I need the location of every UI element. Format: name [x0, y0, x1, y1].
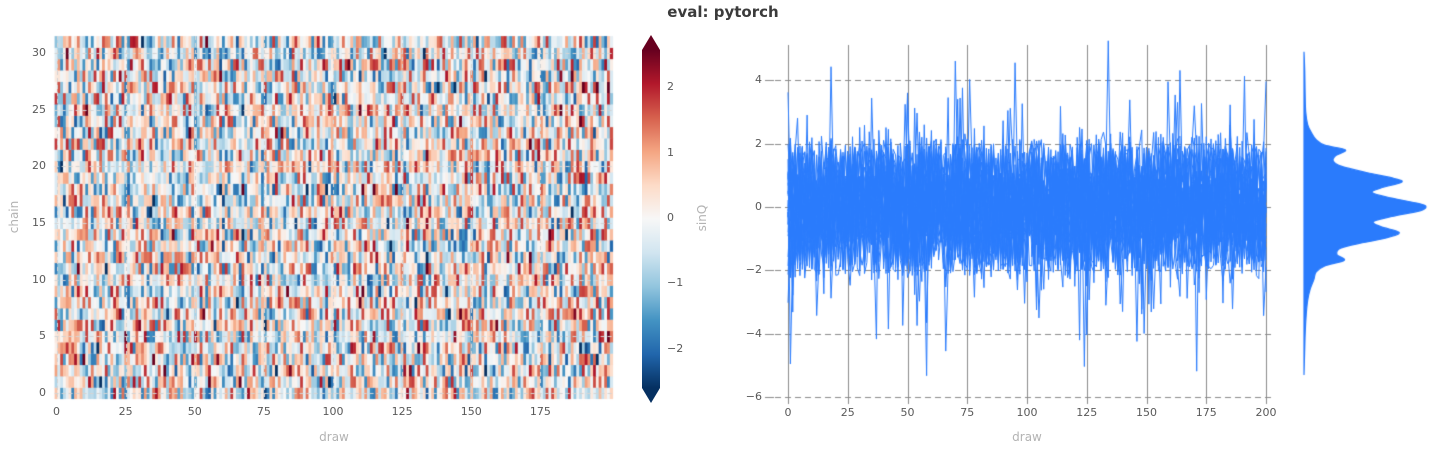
trace-xtick-label: 150 [1136, 406, 1157, 419]
heatmap-ytick-label: 30 [32, 46, 46, 60]
heatmap-ytick-label: 15 [32, 216, 46, 230]
trace-ytick-label: 0 [755, 200, 762, 213]
colorbar-tick-label: 1 [667, 145, 674, 159]
trace-xtick-label: 75 [960, 406, 975, 419]
heatmap-ytick-label: 5 [39, 329, 46, 343]
colorbar-tick-label: 0 [667, 211, 674, 224]
colorbar-tick-label: 2 [667, 80, 674, 94]
heatmap-canvas [50, 30, 622, 410]
trace-xtick-label: 50 [900, 406, 915, 419]
trace-xtick-label: 0 [784, 406, 792, 419]
trace-xtick-label: 125 [1076, 406, 1098, 419]
trace-xtick-label: 175 [1195, 406, 1217, 419]
colorbar-extend-min-arrow [642, 388, 660, 403]
colorbar [642, 35, 660, 403]
heatmap-xtick-label: 25 [118, 405, 133, 418]
colorbar-extend-max-arrow [642, 35, 660, 50]
colorbar-tick-label: −2 [667, 341, 684, 355]
heatmap-xtick-label: 175 [529, 405, 551, 418]
figure-title: eval: pytorch [667, 3, 779, 21]
trace-plot-canvas [760, 40, 1275, 410]
trace-ytick-label: 2 [755, 136, 762, 150]
heatmap-xtick-label: 100 [322, 405, 344, 418]
heatmap-xtick-label: 75 [256, 405, 271, 418]
heatmap-ytick-label: 10 [32, 272, 46, 286]
trace-ytick-label: −4 [745, 326, 762, 340]
trace-xtick-label: 25 [840, 406, 855, 419]
trace-ytick-label: 4 [755, 73, 762, 87]
trace-ytick-label: −6 [745, 390, 762, 404]
colorbar-tick-label: −1 [667, 276, 684, 290]
heatmap-ytick-label: 20 [32, 159, 46, 173]
trace-xtick-label: 100 [1016, 406, 1038, 419]
trace-ytick-label: −2 [745, 263, 762, 277]
heatmap-xtick-label: 50 [187, 405, 202, 418]
heatmap-xtick-label: 125 [391, 405, 413, 418]
heatmap-xtick-label: 150 [460, 405, 482, 418]
heatmap-ytick-label: 25 [32, 102, 46, 116]
trace-xaxis-label: draw [1012, 430, 1042, 444]
colorbar-label: sinQ [695, 204, 709, 232]
marginal-density-canvas [1296, 35, 1444, 413]
trace-xtick-label: 200 [1255, 406, 1277, 419]
heatmap-xaxis-label: draw [319, 430, 349, 444]
heatmap-xtick-label: 0 [53, 405, 60, 418]
heatmap-ytick-label: 0 [39, 386, 46, 399]
colorbar-gradient [642, 50, 660, 388]
